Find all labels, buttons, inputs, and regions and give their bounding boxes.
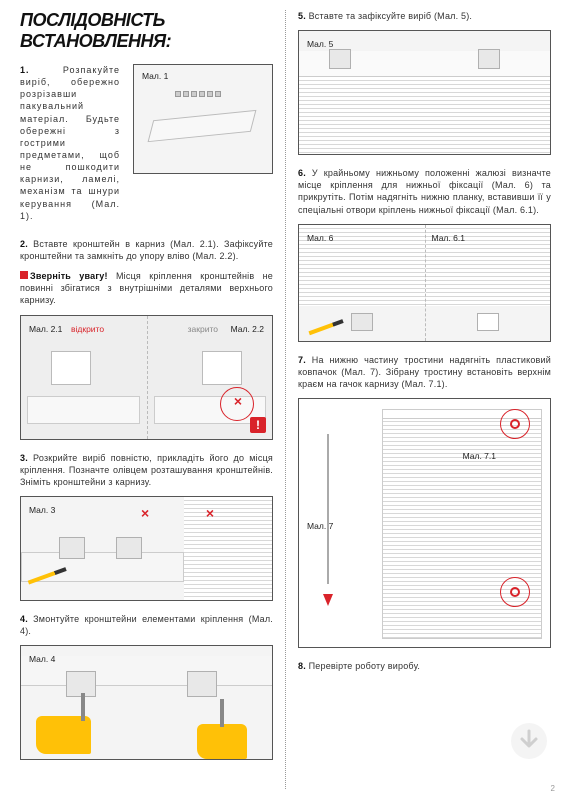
warning-label: Зверніть увагу! (30, 271, 108, 281)
fig5-bracket-l (329, 49, 351, 69)
step-8-num: 8. (298, 661, 306, 671)
fig3-blinds (184, 497, 272, 600)
step-3-body: Розкрийте виріб повністю, прикладіть йог… (20, 453, 273, 487)
right-column: 5. Вставте та зафіксуйте виріб (Мал. 5).… (286, 10, 551, 789)
step-8-text: 8. Перевірте роботу виробу. (298, 660, 551, 672)
instruction-page: ПОСЛІДОВНІСТЬ ВСТАНОВЛЕННЯ: 1. Розпакуйт… (0, 0, 565, 799)
step-2-num: 2. (20, 239, 28, 249)
figure-6-label: Мал. 6 (305, 231, 335, 245)
fig3-bracket-1 (59, 537, 85, 559)
figure-6: Мал. 6 Мал. 6.1 (298, 224, 551, 342)
figure-4: Мал. 4 (20, 645, 273, 760)
fig1-headrail (148, 110, 257, 142)
figure-7-label: Мал. 7 (305, 519, 335, 533)
figure-1-label: Мал. 1 (140, 69, 170, 83)
warning-box-icon: ! (250, 417, 266, 433)
fig5-blinds (299, 77, 550, 155)
figure-3-label: Мал. 3 (27, 503, 57, 517)
step-1-body: Розпакуйте виріб, обережно розрізавши па… (20, 65, 120, 221)
step-3-num: 3. (20, 453, 28, 463)
warning-icon (20, 271, 28, 279)
fig4-bracket-r (187, 671, 217, 697)
figure-61-label: Мал. 6.1 (430, 231, 467, 245)
step-2-warning: Зверніть увагу! Місця кріплення кронштей… (20, 270, 273, 306)
step-6-num: 6. (298, 168, 306, 178)
fig6-pencil (308, 319, 343, 335)
step-5-body: Вставте та зафіксуйте виріб (Мал. 5). (309, 11, 473, 21)
figure-71-label: Мал. 7.1 (461, 449, 498, 463)
figure-7: Мал. 7 Мал. 7.1 (298, 398, 551, 648)
step-7-text: 7. На нижню частину тростини надягніть п… (298, 354, 551, 390)
step-6-body: У крайньому нижньому положенні жалюзі ви… (298, 168, 551, 214)
fig6-lower-clip (477, 313, 499, 331)
step-2-text: 2. Вставте кронштейн в карниз (Мал. 2.1)… (20, 238, 273, 262)
fig6-lower-bracket (351, 313, 373, 331)
closed-label: закрито (186, 322, 220, 336)
drill-icon-right (197, 724, 247, 759)
open-label: відкрито (69, 322, 106, 336)
figure-21-label: Мал. 2.1 (27, 322, 64, 336)
drill-icon-left (36, 716, 91, 754)
fig2-bracket-open (51, 351, 91, 385)
fig4-wall (21, 656, 272, 686)
step-4-text: 4. Змонтуйте кронштейни елементами кріпл… (20, 613, 273, 637)
red-x-2: × (206, 505, 214, 521)
step-7-body: На нижню частину тростини надягніть плас… (298, 355, 551, 389)
page-number: 2 (551, 784, 555, 793)
page-title: ПОСЛІДОВНІСТЬ ВСТАНОВЛЕННЯ: (20, 10, 273, 52)
fig7-wand-cap (323, 594, 333, 606)
fig2-bracket-closed (202, 351, 242, 385)
step-1-text: 1. Розпакуйте виріб, обережно розрізавши… (20, 64, 120, 222)
step-5-text: 5. Вставте та зафіксуйте виріб (Мал. 5). (298, 10, 551, 22)
figure-3: Мал. 3 × × (20, 496, 273, 601)
red-x-1: × (141, 505, 149, 521)
detail-circle (220, 387, 254, 421)
step-2-body: Вставте кронштейн в карниз (Мал. 2.1). З… (20, 239, 273, 261)
figure-2: Мал. 2.1 відкрито закрито Мал. 2.2 × ! (20, 315, 273, 440)
fig5-bracket-r (478, 49, 500, 69)
drill-bit-right (220, 699, 224, 727)
step-5-num: 5. (298, 11, 306, 21)
fig2-rail-left (27, 396, 140, 424)
fig3-bracket-2 (116, 537, 142, 559)
step-1-row: 1. Розпакуйте виріб, обережно розрізавши… (20, 64, 273, 230)
figure-1: Мал. 1 (133, 64, 273, 174)
step-7-num: 7. (298, 355, 306, 365)
step-1-num: 1. (20, 65, 30, 75)
step-4-body: Змонтуйте кронштейни елементами кріпленн… (20, 614, 273, 636)
step-3-text: 3. Розкрийте виріб повністю, прикладіть … (20, 452, 273, 488)
step-8-body: Перевірте роботу виробу. (309, 661, 420, 671)
scroll-down-icon (511, 723, 547, 759)
left-column: ПОСЛІДОВНІСТЬ ВСТАНОВЛЕННЯ: 1. Розпакуйт… (20, 10, 285, 789)
step-6-text: 6. У крайньому нижньому положенні жалюзі… (298, 167, 551, 216)
figure-5-label: Мал. 5 (305, 37, 335, 51)
figure-4-label: Мал. 4 (27, 652, 57, 666)
step-4-num: 4. (20, 614, 28, 624)
fig1-hardware-bits (174, 85, 234, 105)
fig7-wand (327, 434, 329, 584)
drill-bit-left (81, 693, 85, 721)
figure-22-label: Мал. 2.2 (229, 322, 266, 336)
figure-5: Мал. 5 (298, 30, 551, 155)
